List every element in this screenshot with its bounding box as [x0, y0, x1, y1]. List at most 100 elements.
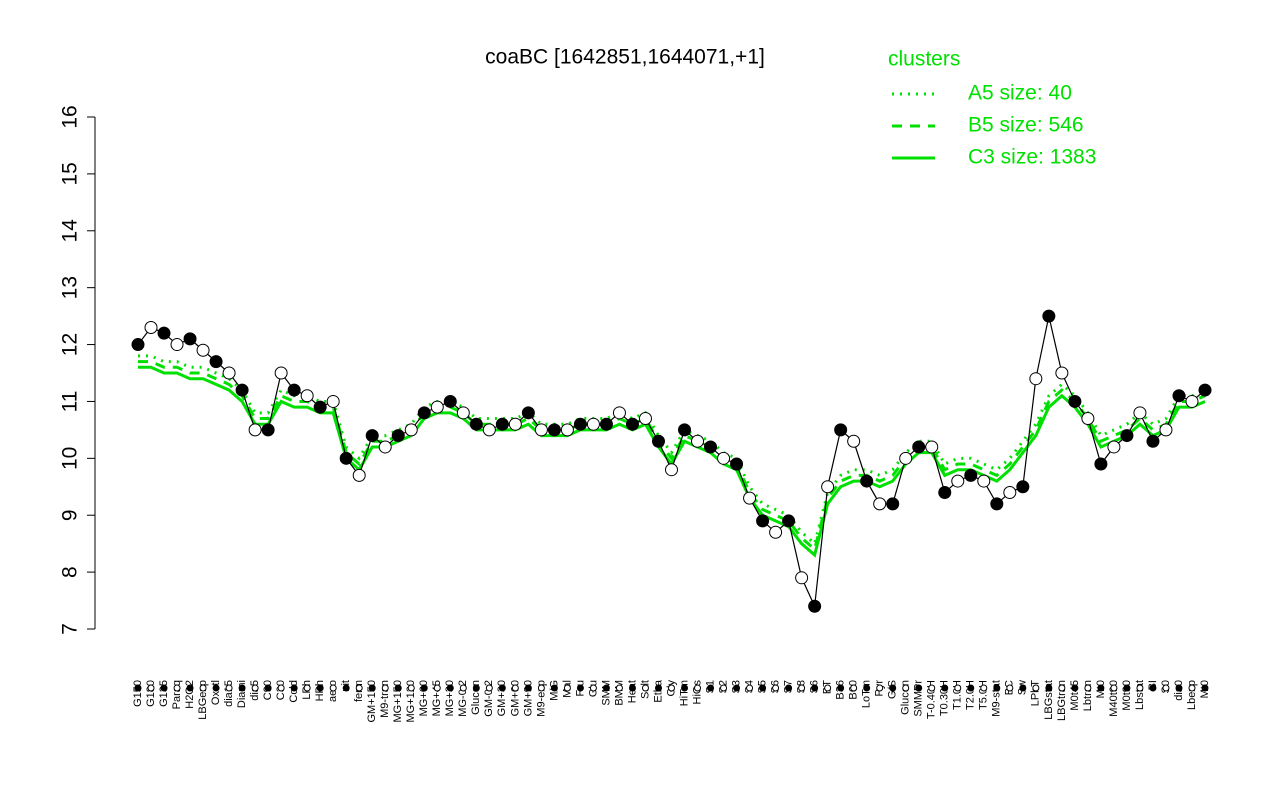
x-tick-dot — [342, 684, 350, 692]
data-point — [651, 434, 665, 448]
data-point — [665, 463, 678, 477]
x-tick-dot — [459, 684, 467, 692]
data-point — [1042, 309, 1056, 323]
x-tick-label: G180 — [145, 680, 157, 707]
data-point — [599, 417, 613, 431]
x-tick-dot — [654, 684, 662, 692]
x-tick-label: G150 — [132, 680, 144, 707]
data-point — [691, 434, 705, 448]
x-tick-dot — [1045, 684, 1053, 692]
x-tick-label: G135 — [158, 680, 170, 707]
data-point — [131, 338, 145, 352]
x-tick-dot — [238, 684, 246, 692]
data-point — [625, 417, 639, 431]
y-tick-label: 11 — [59, 391, 82, 413]
data-point — [326, 394, 340, 408]
x-tick-label: LoTm — [861, 680, 873, 708]
data-point — [287, 383, 301, 397]
x-tick-dot — [1071, 684, 1079, 692]
data-point — [769, 525, 783, 539]
x-tick-dot — [511, 684, 519, 692]
x-tick-dot — [329, 684, 337, 692]
data-point — [443, 394, 457, 408]
x-tick-dot — [811, 684, 819, 692]
x-tick-label: HiTm — [678, 680, 690, 706]
x-tick-label: MG+120 — [405, 680, 417, 723]
x-tick-dot — [199, 684, 207, 692]
x-tick-dot — [186, 684, 194, 692]
data-point — [209, 355, 223, 369]
data-point — [1172, 389, 1186, 403]
data-point — [795, 571, 809, 585]
x-tick-dot — [668, 684, 675, 692]
x-tick-dot — [720, 684, 728, 692]
legend-label: A5 size: 40 — [968, 82, 1072, 105]
y-tick-label: 13 — [59, 276, 82, 299]
y-tick-label: 15 — [59, 162, 82, 185]
data-point — [743, 491, 757, 505]
x-tick-dot — [615, 684, 623, 692]
x-tick-label: T2.0H — [965, 680, 977, 710]
x-tick-dot — [694, 684, 702, 692]
data-point — [521, 406, 535, 420]
x-tick-dot — [967, 684, 975, 692]
data-point — [404, 423, 418, 437]
x-tick-dot — [368, 684, 376, 692]
data-point — [1120, 429, 1134, 443]
x-tick-dot — [1110, 684, 1118, 692]
data-point — [977, 474, 991, 488]
y-tick-label: 16 — [59, 105, 82, 128]
x-tick-dot — [563, 684, 571, 692]
data-point — [339, 451, 353, 465]
x-tick-dot — [915, 684, 923, 692]
data-point — [704, 440, 718, 454]
x-tick-dot — [785, 684, 793, 692]
x-tick-dot — [1162, 684, 1170, 692]
data-point — [1055, 366, 1069, 380]
data-point — [235, 383, 249, 397]
x-tick-dot — [641, 684, 649, 692]
data-point — [730, 457, 744, 471]
x-tick-dot — [446, 684, 454, 692]
data-point — [860, 474, 874, 488]
data-point — [717, 451, 731, 465]
x-tick-dot — [954, 684, 962, 692]
data-point — [547, 423, 561, 437]
x-tick-dot — [1058, 684, 1066, 692]
x-tick-label: MG+150 — [392, 680, 404, 723]
x-tick-label: dia15 — [223, 680, 235, 707]
data-point — [456, 406, 470, 420]
x-tick-label: T1.0H — [952, 680, 964, 710]
data-point — [261, 423, 275, 437]
x-tick-dot — [1188, 684, 1196, 692]
legend-label: C3 size: 1383 — [968, 146, 1096, 169]
data-point — [534, 423, 548, 437]
x-tick-dot — [681, 684, 689, 692]
x-tick-dot — [381, 684, 389, 692]
data-point — [352, 468, 366, 482]
data-point — [782, 514, 796, 528]
y-tick-label: 14 — [59, 219, 82, 243]
x-tick-dot — [1019, 684, 1027, 692]
x-tick-dot — [303, 684, 311, 692]
x-tick-dot — [537, 684, 545, 692]
data-point — [469, 417, 483, 431]
x-tick-label: Diami — [236, 680, 248, 708]
x-tick-dot — [980, 684, 988, 692]
x-tick-dot — [928, 684, 936, 692]
x-tick-dot — [602, 684, 610, 692]
x-tick-label: GM+150 — [366, 680, 378, 723]
data-point — [638, 412, 652, 426]
data-point — [144, 320, 158, 334]
x-tick-dot — [355, 684, 363, 692]
data-point — [873, 497, 887, 511]
x-tick-label: Oxctl — [210, 680, 222, 705]
data-point — [847, 434, 861, 448]
data-point — [1003, 485, 1017, 499]
data-point — [157, 326, 171, 340]
x-tick-dot — [485, 684, 493, 692]
x-tick-dot — [407, 684, 415, 692]
legend-label: B5 size: 546 — [968, 114, 1084, 137]
data-point — [1068, 394, 1082, 408]
